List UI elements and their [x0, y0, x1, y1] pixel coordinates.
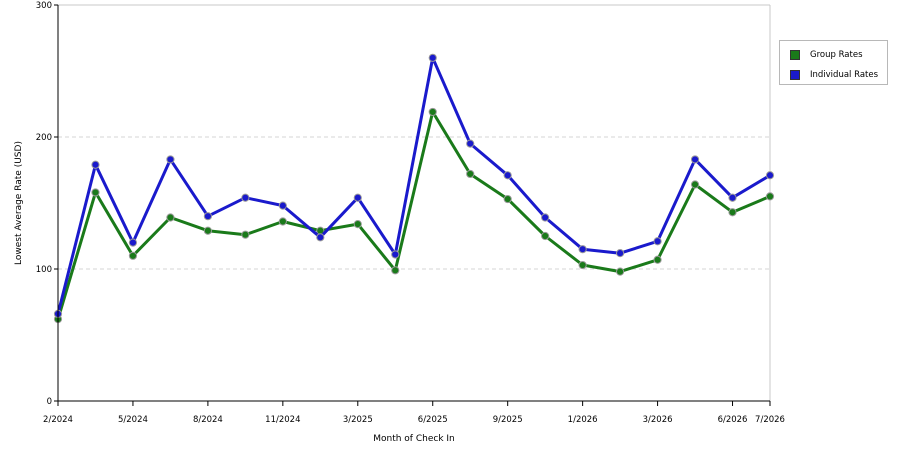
data-point-individual-rates [690, 155, 700, 164]
data-point-group-rates [353, 220, 362, 229]
data-point-group-rates [391, 266, 400, 275]
data-point-group-rates [91, 188, 100, 197]
x-tick-label: 7/2026 [755, 415, 785, 425]
data-point-group-rates [541, 231, 550, 241]
x-tick-label: 5/2024 [118, 415, 148, 425]
data-point-individual-rates [203, 212, 212, 221]
chart-legend: Group Rates Individual Rates [779, 40, 888, 85]
x-tick-label: 3/2026 [643, 415, 673, 425]
data-point-individual-rates [428, 53, 437, 62]
y-axis-ticks: 0 100 200 300 [36, 1, 58, 407]
data-point-group-rates [765, 192, 775, 201]
x-tick-label: 2/2024 [43, 415, 73, 425]
x-tick-label: 11/2024 [265, 415, 300, 425]
data-point-individual-rates [765, 171, 775, 180]
series-line-individual-rates [56, 56, 771, 315]
y-tick-label: 200 [36, 133, 52, 143]
legend-label-group-rates: Group Rates [810, 50, 863, 60]
data-point-group-rates [616, 267, 625, 276]
x-tick-label: 1/2026 [568, 415, 598, 425]
legend-label-individual-rates: Individual Rates [810, 70, 879, 80]
legend-swatch-individual-rates [790, 70, 800, 80]
data-point-individual-rates [316, 233, 325, 242]
series-line-group-rates [56, 110, 771, 320]
data-point-group-rates [578, 260, 587, 270]
data-point-individual-rates [353, 193, 362, 202]
data-point-group-rates [503, 194, 512, 204]
data-point-group-rates [278, 217, 287, 226]
series-lines [53, 53, 775, 324]
x-axis-ticks: 2/2024 5/2024 8/2024 11/2024 3/2025 6/2025 9/2… [43, 401, 785, 425]
data-point-individual-rates [91, 160, 100, 169]
x-tick-label: 6/2026 [718, 415, 748, 425]
data-point-individual-rates [541, 213, 550, 222]
data-point-individual-rates [166, 155, 175, 164]
legend-swatch-group-rates [790, 50, 800, 60]
data-point-individual-rates [278, 201, 287, 210]
legend-item-group-rates: Group Rates [790, 49, 863, 61]
data-point-individual-rates [503, 171, 512, 180]
y-tick-label: 300 [36, 1, 52, 11]
y-tick-label: 0 [47, 397, 52, 407]
data-point-individual-rates [241, 193, 250, 202]
x-axis-title: Month of Check In [373, 434, 455, 444]
data-point-individual-rates [653, 237, 662, 246]
data-point-group-rates [128, 251, 138, 260]
series-individual-rates [53, 53, 775, 318]
data-point-group-rates [728, 208, 737, 217]
y-tick-label: 100 [36, 265, 52, 275]
data-point-group-rates [466, 169, 475, 179]
series-group-rates [53, 107, 775, 324]
x-tick-label: 8/2024 [193, 415, 223, 425]
x-tick-label: 9/2025 [493, 415, 523, 425]
x-tick-label: 6/2025 [418, 415, 448, 425]
legend-item-individual-rates: Individual Rates [790, 69, 878, 81]
data-point-individual-rates [728, 193, 737, 202]
data-point-individual-rates [578, 245, 587, 254]
data-point-individual-rates [128, 238, 138, 247]
data-point-individual-rates [466, 139, 475, 148]
data-point-individual-rates [391, 250, 400, 259]
x-tick-label: 3/2025 [343, 415, 373, 425]
data-point-group-rates [428, 107, 437, 117]
data-point-group-rates [203, 226, 212, 235]
data-point-group-rates [241, 230, 250, 239]
data-point-group-rates [690, 180, 700, 189]
y-axis-title: Lowest Average Rate (USD) [14, 141, 24, 265]
data-point-group-rates [653, 255, 662, 264]
data-point-group-rates [166, 213, 175, 222]
data-point-individual-rates [616, 249, 625, 258]
